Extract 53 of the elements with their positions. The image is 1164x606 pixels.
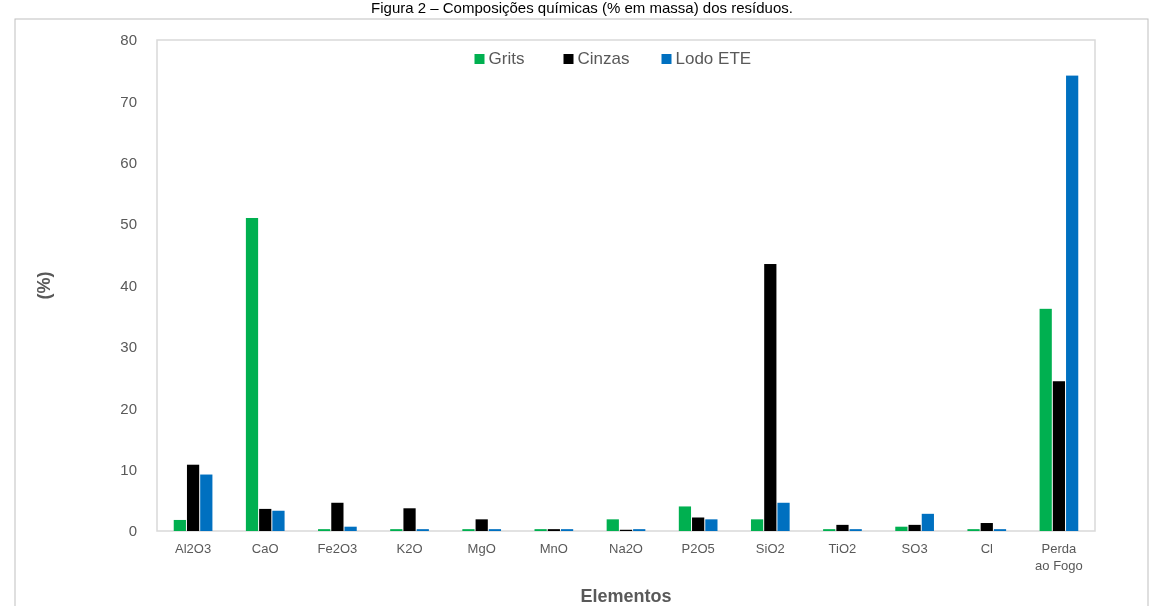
y-tick-label: 80: [120, 31, 137, 49]
x-tick-label: SO3: [901, 541, 928, 556]
bar: [200, 474, 213, 531]
bar: [403, 508, 416, 531]
legend-label: Lodo ETE: [675, 49, 752, 68]
bar: [921, 513, 934, 531]
y-axis-title: (%): [34, 271, 54, 300]
chart-title: Figura 2 – Composições químicas (% em massa) dos resíduos.: [371, 0, 793, 16]
bar: [1039, 308, 1052, 531]
bar: [692, 517, 705, 531]
bar: [1052, 381, 1066, 531]
bar: [475, 519, 488, 531]
y-tick-label: 20: [120, 399, 137, 417]
x-tick-label: Cl: [980, 541, 994, 556]
bar: [980, 523, 993, 531]
bar: [344, 526, 357, 531]
y-tick-label: 30: [120, 338, 137, 356]
bar: [259, 508, 272, 531]
x-tick-label: TiO2: [828, 541, 857, 556]
bar: [173, 519, 186, 531]
x-tick-label: Fe2O3: [317, 541, 358, 556]
y-tick-label: 10: [120, 460, 137, 478]
bar: [764, 264, 777, 531]
legend-label: Grits: [488, 49, 525, 68]
bar: [908, 524, 921, 531]
x-tick-label: P2O5: [681, 541, 715, 556]
x-tick-label: K2O: [396, 541, 423, 556]
y-tick-label: 60: [120, 154, 137, 171]
x-tick-label: SiO2: [755, 541, 785, 556]
x-tick-label: Perda ao Fogo: [1035, 541, 1083, 573]
bar: [836, 524, 849, 531]
bar: [606, 519, 619, 531]
x-axis-title: Elementos: [580, 586, 672, 606]
x-tick-label: Al2O3: [175, 541, 212, 556]
bar: [331, 502, 344, 531]
bar: [678, 506, 692, 531]
bar: [272, 510, 285, 531]
y-tick-label: 50: [120, 215, 137, 233]
bar: [777, 502, 790, 531]
bar: [895, 526, 908, 531]
bar: [186, 464, 200, 531]
legend-label: Cinzas: [577, 49, 630, 68]
y-tick-label: 0: [128, 522, 137, 540]
y-tick-label: 40: [120, 276, 137, 294]
bar: [245, 217, 259, 531]
x-tick-label: CaO: [251, 541, 279, 556]
y-tick-label: 70: [120, 92, 137, 110]
x-tick-label: MgO: [467, 541, 496, 556]
x-tick-label: MnO: [539, 541, 568, 556]
bar: [705, 519, 718, 531]
x-tick-label: Na2O: [609, 541, 643, 556]
bar: [750, 519, 764, 531]
bar: [1066, 75, 1079, 531]
